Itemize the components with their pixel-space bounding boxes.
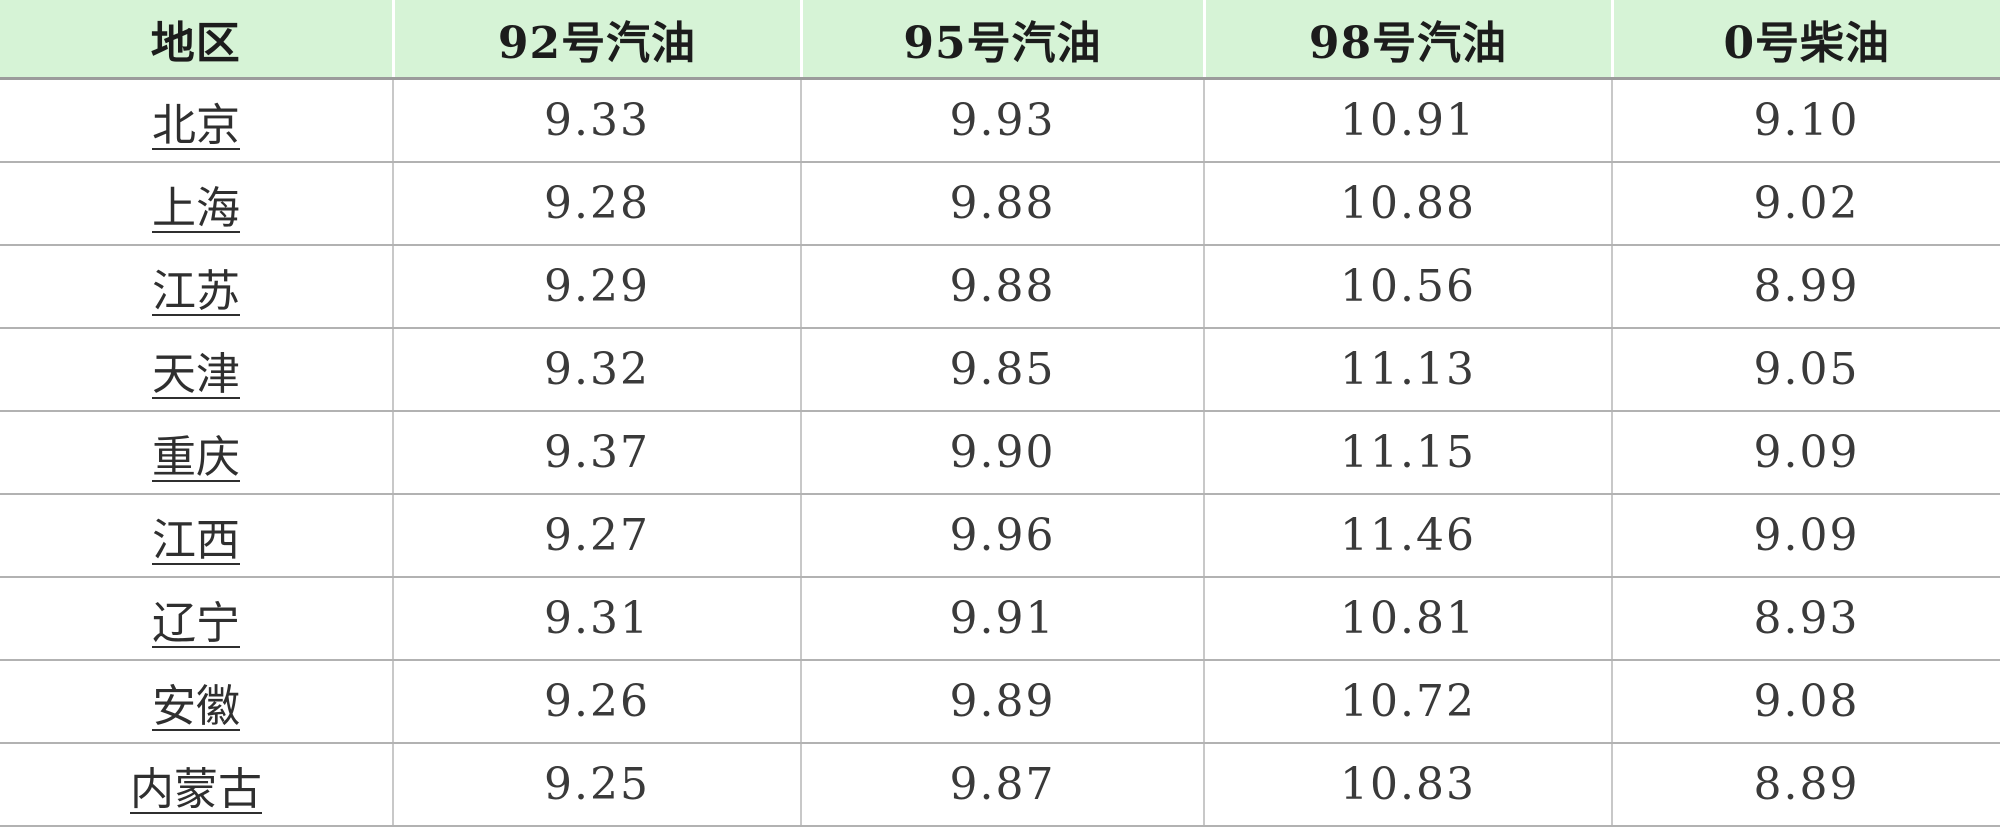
column-header-diesel-0: 0号柴油	[1610, 0, 2000, 80]
price-95-cell: 9.87	[800, 743, 1204, 827]
table-row: 辽宁 9.31 9.91 10.81 8.93	[0, 577, 2000, 661]
region-link[interactable]: 江苏	[152, 265, 240, 317]
region-link[interactable]: 北京	[152, 99, 240, 151]
price-98-cell: 11.15	[1203, 411, 1612, 495]
region-cell: 江苏	[0, 245, 393, 329]
region-cell: 重庆	[0, 411, 393, 495]
header-row: 地区 92号汽油 95号汽油 98号汽油 0号柴油	[0, 0, 2000, 80]
price-diesel-cell: 8.99	[1611, 245, 2000, 329]
price-diesel-cell: 9.05	[1611, 328, 2000, 412]
price-92-cell: 9.27	[392, 494, 801, 578]
region-cell: 北京	[0, 78, 393, 163]
price-92-cell: 9.25	[392, 743, 801, 827]
price-92-cell: 9.28	[392, 162, 801, 246]
price-98-cell: 11.13	[1203, 328, 1612, 412]
region-link[interactable]: 安徽	[152, 680, 240, 732]
price-diesel-cell: 9.09	[1611, 411, 2000, 495]
region-link[interactable]: 辽宁	[152, 597, 240, 649]
price-95-cell: 9.88	[800, 162, 1204, 246]
table-header: 地区 92号汽油 95号汽油 98号汽油 0号柴油	[0, 0, 2000, 80]
region-cell: 辽宁	[0, 577, 393, 661]
price-92-cell: 9.37	[392, 411, 801, 495]
table-row: 重庆 9.37 9.90 11.15 9.09	[0, 411, 2000, 495]
table-row: 内蒙古 9.25 9.87 10.83 8.89	[0, 743, 2000, 827]
price-98-cell: 10.91	[1203, 78, 1612, 163]
price-95-cell: 9.91	[800, 577, 1204, 661]
price-98-cell: 11.46	[1203, 494, 1612, 578]
table-row: 江苏 9.29 9.88 10.56 8.99	[0, 245, 2000, 329]
price-92-cell: 9.26	[392, 660, 801, 744]
price-diesel-cell: 8.89	[1611, 743, 2000, 827]
price-92-cell: 9.31	[392, 577, 801, 661]
price-diesel-cell: 9.10	[1611, 78, 2000, 163]
region-link[interactable]: 天津	[152, 348, 240, 400]
price-diesel-cell: 9.08	[1611, 660, 2000, 744]
table-row: 安徽 9.26 9.89 10.72 9.08	[0, 660, 2000, 744]
table-body: 北京 9.33 9.93 10.91 9.10 上海 9.28 9.88 10.…	[0, 78, 2000, 827]
region-cell: 内蒙古	[0, 743, 393, 827]
price-95-cell: 9.85	[800, 328, 1204, 412]
region-cell: 天津	[0, 328, 393, 412]
region-cell: 江西	[0, 494, 393, 578]
price-diesel-cell: 8.93	[1611, 577, 2000, 661]
price-98-cell: 10.88	[1203, 162, 1612, 246]
price-95-cell: 9.89	[800, 660, 1204, 744]
price-98-cell: 10.72	[1203, 660, 1612, 744]
table-row: 天津 9.32 9.85 11.13 9.05	[0, 328, 2000, 412]
price-diesel-cell: 9.02	[1611, 162, 2000, 246]
column-header-gasoline-92: 92号汽油	[391, 0, 801, 80]
region-link[interactable]: 重庆	[152, 431, 240, 483]
price-95-cell: 9.93	[800, 78, 1204, 163]
price-98-cell: 10.56	[1203, 245, 1612, 329]
column-header-gasoline-98: 98号汽油	[1202, 0, 1612, 80]
region-link[interactable]: 内蒙古	[130, 763, 262, 815]
price-98-cell: 10.83	[1203, 743, 1612, 827]
price-95-cell: 9.96	[800, 494, 1204, 578]
table-row: 北京 9.33 9.93 10.91 9.10	[0, 78, 2000, 163]
price-92-cell: 9.33	[392, 78, 801, 163]
price-92-cell: 9.29	[392, 245, 801, 329]
column-header-region: 地区	[0, 0, 393, 80]
region-cell: 安徽	[0, 660, 393, 744]
price-95-cell: 9.88	[800, 245, 1204, 329]
column-header-gasoline-95: 95号汽油	[799, 0, 1204, 80]
region-link[interactable]: 上海	[152, 182, 240, 234]
price-92-cell: 9.32	[392, 328, 801, 412]
table-row: 江西 9.27 9.96 11.46 9.09	[0, 494, 2000, 578]
price-98-cell: 10.81	[1203, 577, 1612, 661]
price-diesel-cell: 9.09	[1611, 494, 2000, 578]
table-row: 上海 9.28 9.88 10.88 9.02	[0, 162, 2000, 246]
region-cell: 上海	[0, 162, 393, 246]
region-link[interactable]: 江西	[152, 514, 240, 566]
price-95-cell: 9.90	[800, 411, 1204, 495]
